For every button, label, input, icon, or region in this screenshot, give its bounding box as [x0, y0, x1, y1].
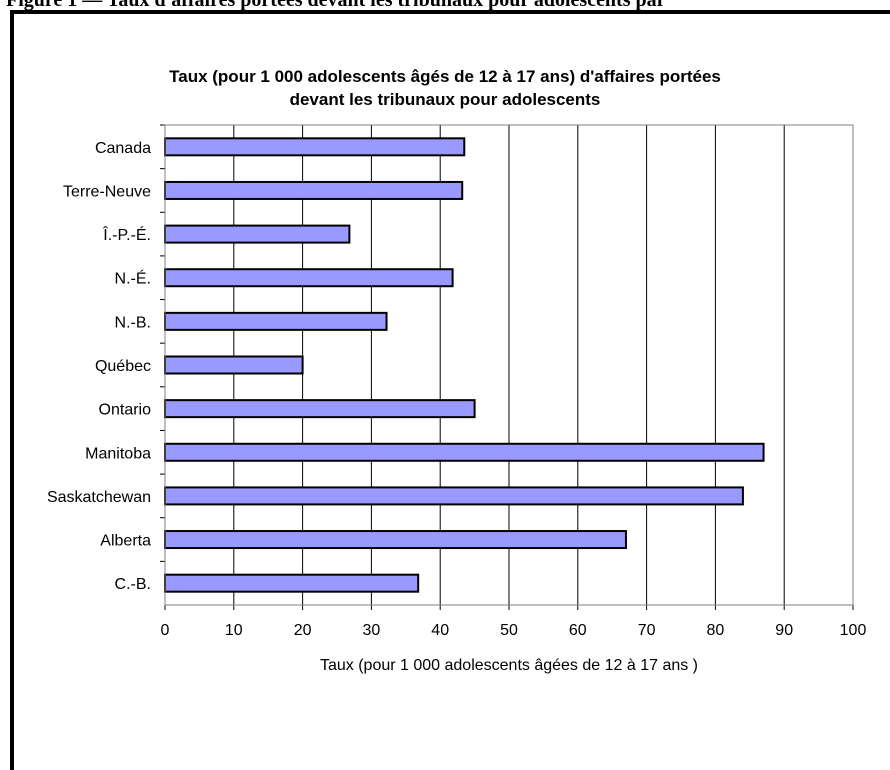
chart-title-line-2: devant les tribunaux pour adolescents [289, 90, 601, 109]
category-label: Ontario [99, 402, 152, 419]
x-tick-label: 20 [294, 622, 312, 639]
category-label: C.-B. [115, 576, 151, 593]
bar [164, 573, 420, 593]
x-tick-label: 90 [775, 622, 793, 639]
x-tick-label: 50 [500, 622, 518, 639]
bar [164, 137, 466, 157]
x-tick-label: 60 [569, 622, 587, 639]
bar [164, 486, 744, 506]
category-labels: Canada Terre-Neuve Î.-P.-É. N.-É. N.-B. Québe… [47, 140, 151, 593]
gridlines [160, 124, 854, 610]
category-label: Terre-Neuve [63, 183, 151, 200]
x-tick-label: 0 [161, 622, 170, 639]
bar [164, 355, 304, 375]
x-axis-label: Taux (pour 1 000 adolescents âgées de 12… [320, 657, 698, 674]
bar [164, 399, 476, 419]
chart-title-line-1: Taux (pour 1 000 adolescents âgés de 12 … [169, 67, 721, 86]
bar [164, 180, 464, 200]
bar [164, 530, 627, 550]
x-tick-label: 10 [225, 622, 243, 639]
x-tick-label: 70 [638, 622, 656, 639]
bar [164, 224, 351, 244]
category-label: N.-É. [115, 269, 151, 288]
category-label: Alberta [100, 533, 151, 550]
x-tick-labels: 0 10 20 30 40 50 60 70 80 90 100 [161, 622, 867, 639]
figure-caption: Figure 1 — Taux d'affaires portées devan… [6, 0, 666, 11]
bar [164, 311, 388, 331]
category-label: Manitoba [85, 445, 151, 462]
x-tick-label: 100 [840, 622, 867, 639]
bars [164, 137, 765, 593]
x-tick-label: 30 [363, 622, 381, 639]
category-label: Î.-P.-É. [102, 225, 151, 244]
category-label: N.-B. [115, 314, 151, 331]
bar [164, 268, 454, 288]
category-label: Québec [95, 358, 151, 375]
category-label: Canada [95, 140, 151, 157]
category-label: Saskatchewan [47, 489, 151, 506]
bar [164, 442, 765, 462]
x-tick-label: 40 [431, 622, 449, 639]
plot-area-border [164, 124, 854, 606]
chart-frame [10, 10, 890, 770]
x-tick-label: 80 [707, 622, 725, 639]
chart-title: Taux (pour 1 000 adolescents âgés de 12 … [0, 65, 890, 111]
